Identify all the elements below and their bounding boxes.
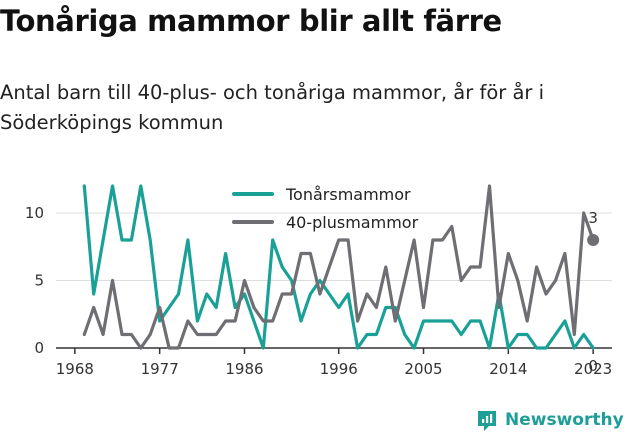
legend-label: 40-plusmammor bbox=[286, 213, 419, 232]
x-tick-label: 1968 bbox=[56, 360, 94, 378]
end-markers: 30 bbox=[587, 209, 600, 375]
end-value-label: 0 bbox=[588, 357, 598, 375]
y-tick-label: 0 bbox=[34, 339, 44, 357]
brand-name: Newsworthy bbox=[505, 410, 624, 430]
y-axis-ticks: 0 5 10 bbox=[25, 204, 44, 357]
series-line bbox=[82, 184, 595, 350]
y-tick-label: 10 bbox=[25, 204, 44, 222]
legend: Tonårsmammor 40-plusmammor bbox=[232, 185, 419, 232]
chart-title: Tonåriga mammor blir allt färre bbox=[0, 4, 502, 38]
x-axis: 1968 1977 1986 1996 2005 2014 2023 bbox=[56, 347, 612, 378]
series-lines bbox=[82, 184, 595, 350]
x-tick-label: 1977 bbox=[141, 360, 179, 378]
series-line bbox=[82, 184, 595, 350]
chart-subtitle: Antal barn till 40-plus- och tonåriga ma… bbox=[0, 81, 545, 134]
x-tick-label: 1986 bbox=[225, 360, 263, 378]
x-tick-label: 2023 bbox=[574, 360, 612, 378]
brand: Newsworthy bbox=[476, 408, 624, 432]
x-tick-label: 2005 bbox=[404, 360, 442, 378]
end-point-marker bbox=[587, 234, 600, 246]
end-value-label: 3 bbox=[588, 209, 598, 227]
x-tick-label: 1996 bbox=[320, 360, 358, 378]
y-tick-label: 5 bbox=[34, 272, 44, 290]
newsworthy-logo-icon bbox=[478, 411, 496, 431]
x-tick-label: 2014 bbox=[489, 360, 527, 378]
legend-label: Tonårsmammor bbox=[285, 185, 411, 204]
